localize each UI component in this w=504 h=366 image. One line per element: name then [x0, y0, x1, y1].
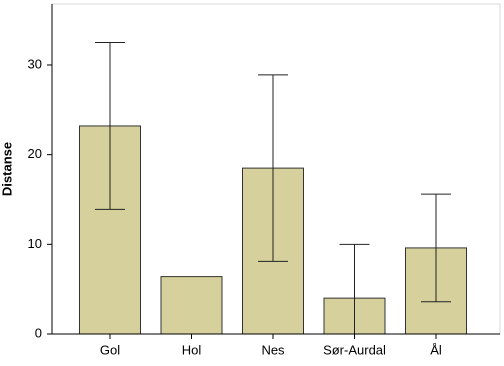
- bar: [160, 276, 223, 334]
- y-tick-label: 20: [28, 146, 42, 161]
- y-tick-label: 30: [28, 56, 42, 71]
- x-tick-label: Hol: [182, 342, 202, 357]
- x-tick-label: Nes: [261, 342, 285, 357]
- y-tick-label: 0: [35, 325, 42, 340]
- error-bar: [95, 42, 125, 210]
- error-bar: [421, 193, 451, 303]
- y-axis-label: Distanse: [0, 142, 14, 196]
- x-tick-label: Sør-Aurdal: [323, 342, 386, 357]
- x-tick-label: Gol: [100, 342, 120, 357]
- bars: [79, 42, 467, 334]
- error-bar: [339, 243, 370, 334]
- x-tick-label: Ål: [430, 342, 442, 357]
- error-bar: [258, 74, 288, 262]
- y-tick-label: 10: [28, 236, 42, 251]
